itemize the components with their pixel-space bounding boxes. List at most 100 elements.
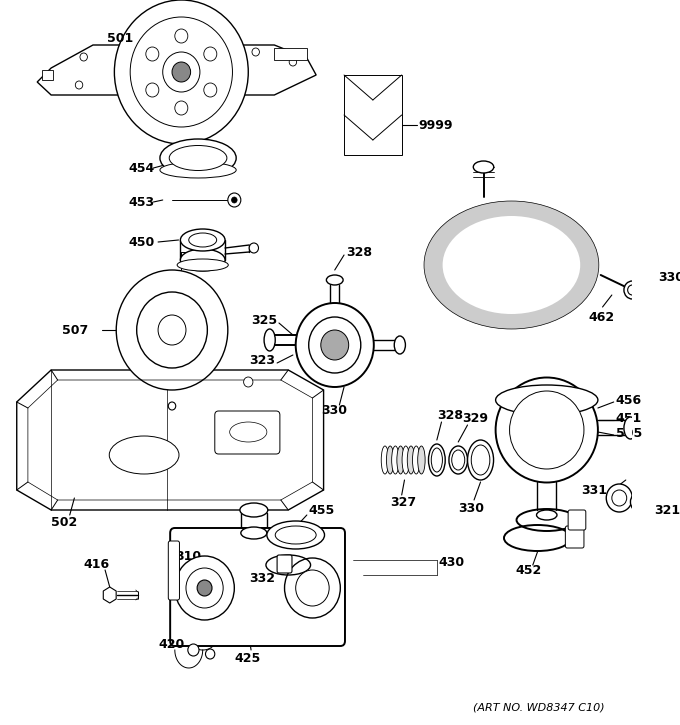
- Text: 416: 416: [84, 558, 109, 571]
- Text: 328: 328: [437, 408, 463, 421]
- Circle shape: [114, 0, 248, 144]
- Text: 328: 328: [346, 246, 372, 259]
- Ellipse shape: [488, 248, 534, 282]
- Circle shape: [252, 48, 260, 56]
- Ellipse shape: [267, 521, 324, 549]
- Text: 454: 454: [129, 162, 154, 175]
- Text: 310: 310: [175, 550, 201, 563]
- Ellipse shape: [386, 446, 394, 474]
- Circle shape: [243, 377, 253, 387]
- Polygon shape: [103, 587, 116, 603]
- Circle shape: [197, 580, 212, 596]
- Circle shape: [158, 315, 186, 345]
- Ellipse shape: [418, 446, 425, 474]
- Ellipse shape: [624, 281, 641, 299]
- Circle shape: [75, 81, 83, 89]
- Ellipse shape: [624, 417, 637, 439]
- Ellipse shape: [160, 162, 236, 178]
- Circle shape: [309, 317, 361, 373]
- Text: 325: 325: [251, 313, 277, 326]
- Text: 329: 329: [462, 412, 488, 425]
- Text: 455: 455: [309, 503, 335, 516]
- Circle shape: [175, 101, 188, 115]
- Ellipse shape: [180, 229, 225, 251]
- Ellipse shape: [447, 218, 575, 312]
- Text: 331: 331: [581, 484, 607, 497]
- Text: 330: 330: [458, 502, 484, 515]
- Circle shape: [204, 47, 217, 61]
- Ellipse shape: [275, 526, 316, 544]
- Circle shape: [635, 497, 645, 507]
- Ellipse shape: [473, 161, 494, 173]
- Circle shape: [630, 492, 649, 512]
- Circle shape: [607, 484, 632, 512]
- Circle shape: [205, 649, 215, 659]
- Circle shape: [612, 490, 627, 506]
- Text: 502: 502: [51, 515, 78, 529]
- Ellipse shape: [537, 510, 557, 520]
- Ellipse shape: [424, 201, 599, 329]
- Circle shape: [321, 330, 349, 360]
- Circle shape: [228, 193, 241, 207]
- Circle shape: [231, 197, 237, 203]
- Text: 321: 321: [655, 503, 680, 516]
- Circle shape: [80, 53, 88, 61]
- Text: 420: 420: [158, 639, 184, 652]
- Text: 430: 430: [439, 555, 465, 568]
- Text: 323: 323: [249, 354, 275, 367]
- FancyBboxPatch shape: [277, 555, 292, 573]
- Text: 501: 501: [107, 31, 133, 44]
- Text: 450: 450: [129, 236, 154, 249]
- Ellipse shape: [397, 446, 405, 474]
- Text: 332: 332: [249, 571, 275, 584]
- Circle shape: [249, 243, 258, 253]
- Text: 451: 451: [615, 412, 642, 425]
- Ellipse shape: [241, 527, 267, 539]
- Text: 330: 330: [321, 404, 347, 416]
- Text: 462: 462: [589, 310, 615, 323]
- Ellipse shape: [454, 223, 570, 307]
- Ellipse shape: [449, 446, 468, 474]
- Ellipse shape: [189, 233, 217, 247]
- Text: 505: 505: [615, 426, 642, 439]
- Ellipse shape: [230, 422, 267, 442]
- Ellipse shape: [160, 139, 236, 177]
- Bar: [274, 48, 307, 60]
- Circle shape: [188, 644, 199, 656]
- FancyBboxPatch shape: [170, 528, 345, 646]
- Ellipse shape: [326, 275, 343, 285]
- Ellipse shape: [500, 257, 523, 273]
- Circle shape: [175, 556, 235, 620]
- Polygon shape: [17, 370, 324, 510]
- Circle shape: [296, 570, 329, 606]
- Ellipse shape: [381, 446, 389, 474]
- Ellipse shape: [436, 210, 587, 320]
- Ellipse shape: [264, 329, 275, 351]
- Ellipse shape: [496, 385, 598, 415]
- Circle shape: [146, 47, 159, 61]
- Ellipse shape: [402, 446, 409, 474]
- Ellipse shape: [468, 440, 494, 480]
- FancyBboxPatch shape: [565, 526, 584, 548]
- Ellipse shape: [240, 503, 268, 517]
- Text: 330: 330: [658, 270, 680, 283]
- Text: 452: 452: [515, 563, 541, 576]
- Ellipse shape: [441, 214, 581, 316]
- Ellipse shape: [477, 239, 546, 291]
- Ellipse shape: [394, 336, 405, 354]
- Ellipse shape: [628, 285, 637, 295]
- Text: 507: 507: [62, 323, 88, 336]
- Ellipse shape: [413, 446, 420, 474]
- Polygon shape: [37, 45, 316, 95]
- Ellipse shape: [392, 446, 399, 474]
- Text: 453: 453: [129, 196, 154, 209]
- Circle shape: [186, 568, 223, 608]
- Ellipse shape: [509, 391, 584, 469]
- Circle shape: [284, 558, 340, 618]
- Ellipse shape: [459, 227, 564, 303]
- Ellipse shape: [443, 216, 580, 314]
- Ellipse shape: [471, 236, 552, 295]
- Ellipse shape: [169, 146, 227, 170]
- FancyBboxPatch shape: [215, 411, 280, 454]
- Ellipse shape: [177, 259, 228, 271]
